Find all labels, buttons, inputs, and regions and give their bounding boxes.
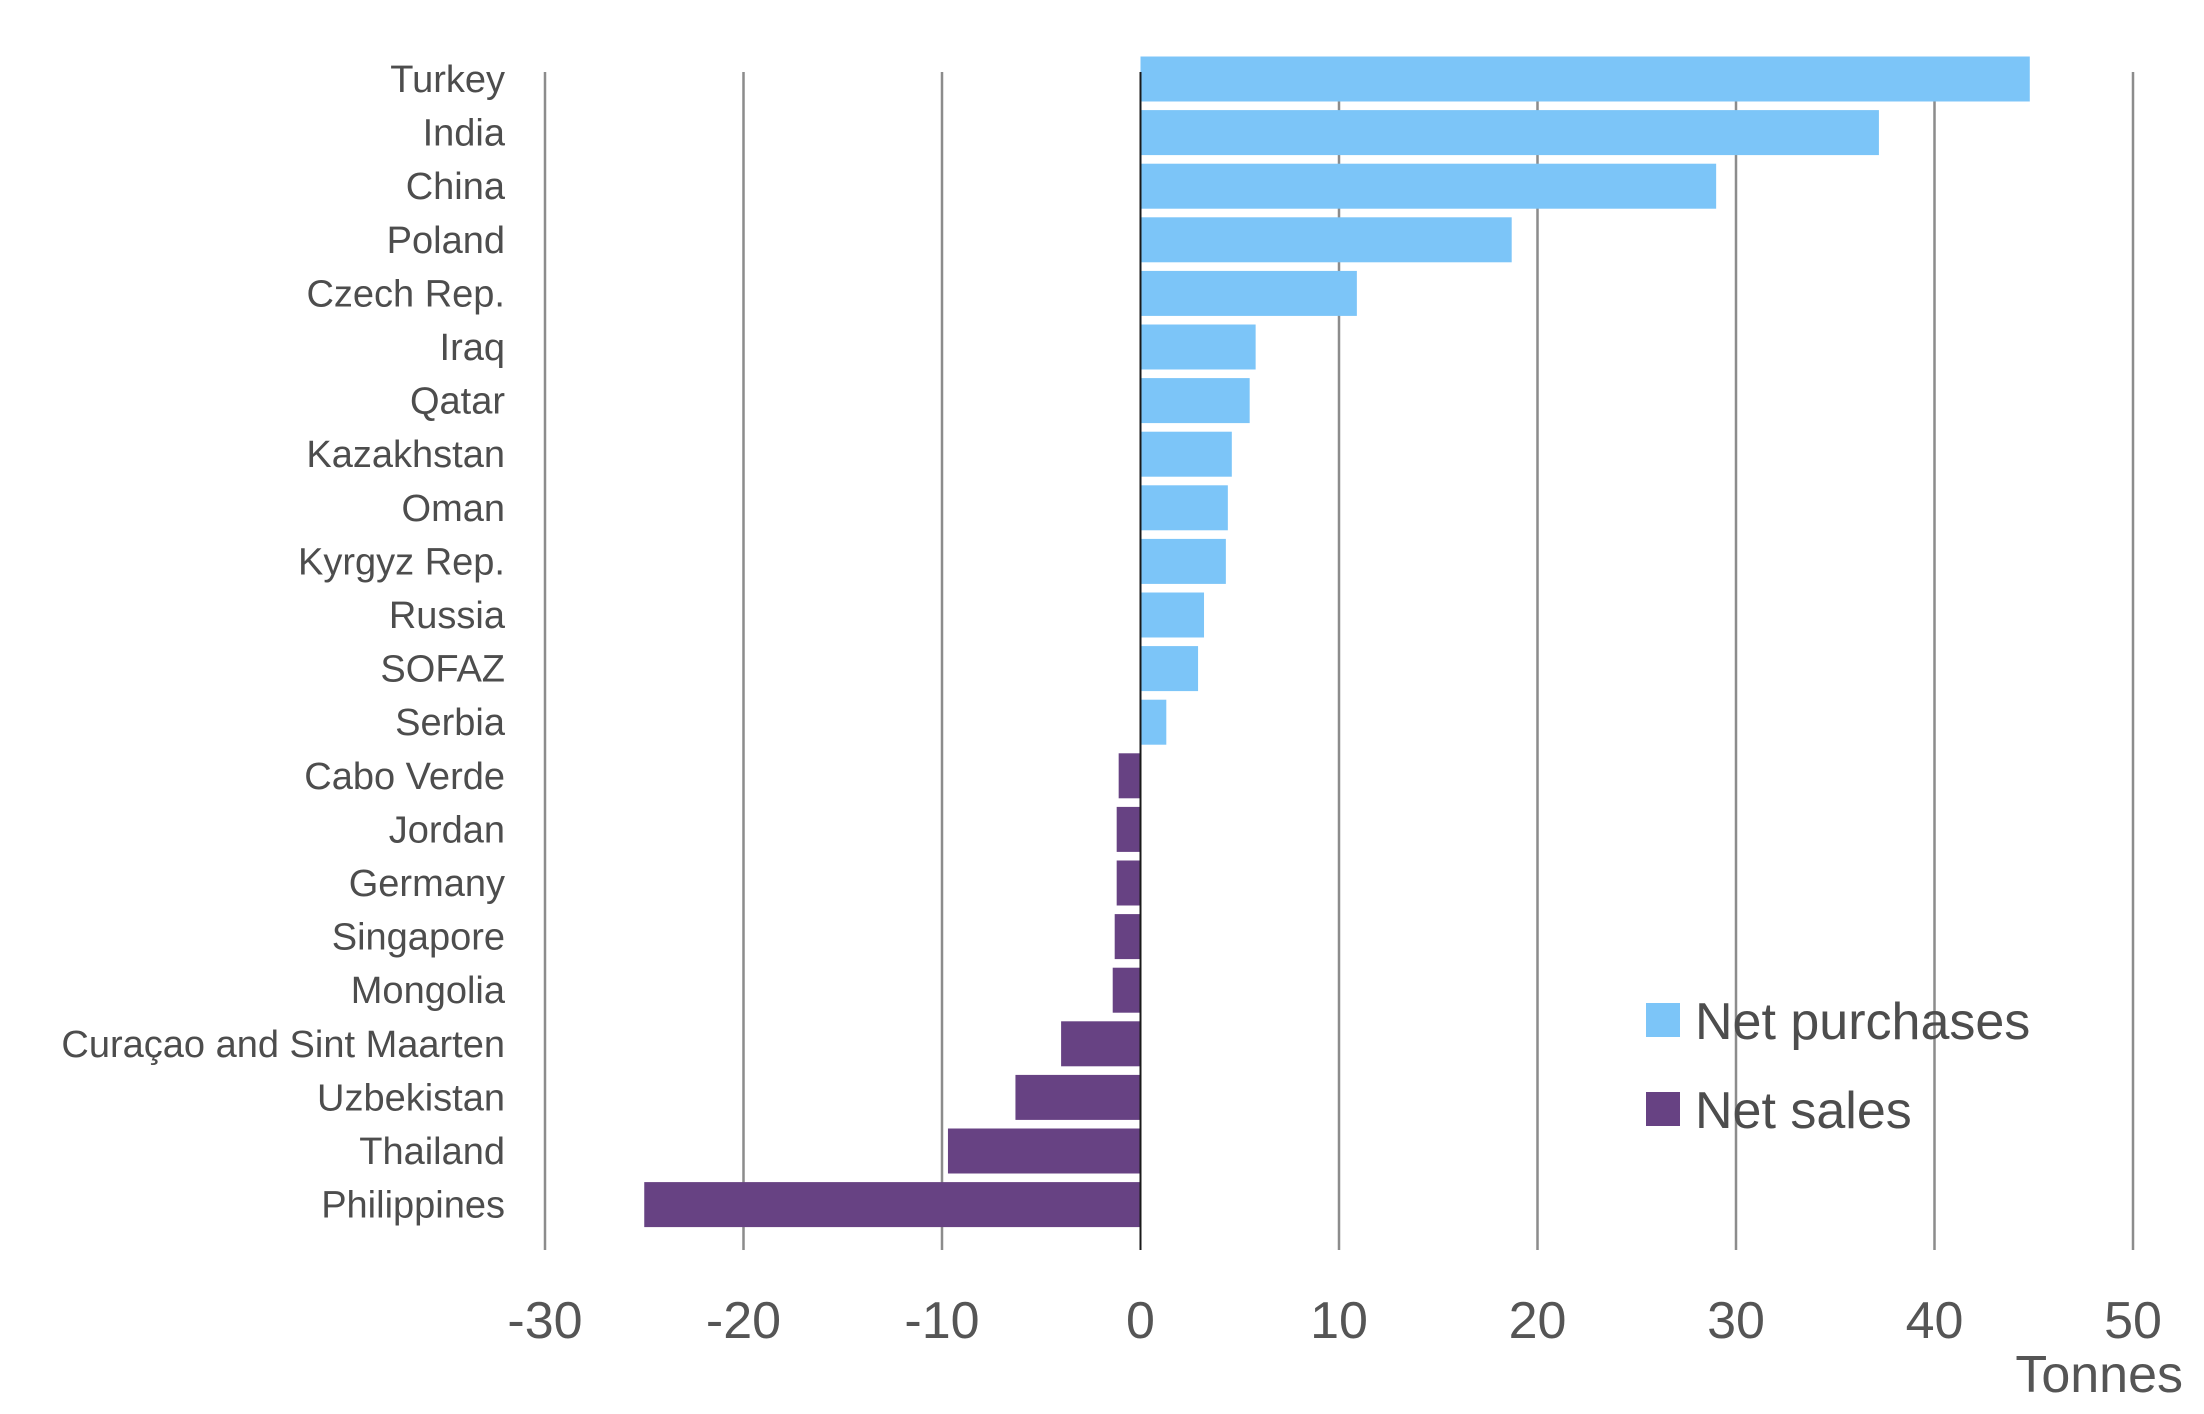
x-axis-unit-label: Tonnes: [2015, 1346, 2183, 1404]
category-labels: Turkey India China Poland Czech Rep. Iraq Qata…: [61, 59, 505, 1227]
x-tick-label: -30: [507, 1292, 582, 1350]
x-tick-labels: -30 -20 -10 0 10 20 30 40 50: [507, 1292, 2162, 1350]
legend-swatch-net-purchases: [1646, 1003, 1680, 1037]
category-label: Uzbekistan: [317, 1077, 505, 1119]
bar-mongolia: [1112, 967, 1141, 1013]
gridlines: [543, 72, 2135, 1250]
x-tick-label: 10: [1310, 1292, 1368, 1350]
legend: Net purchases Net sales: [1646, 993, 2030, 1140]
bar-oman: [1140, 485, 1228, 531]
x-tick-label: 0: [1126, 1292, 1155, 1350]
bar-russia: [1140, 592, 1205, 638]
category-label: Jordan: [389, 809, 505, 851]
category-label: Czech Rep.: [306, 273, 505, 315]
x-tick-label: 50: [2104, 1292, 2162, 1350]
bar-china: [1140, 163, 1717, 209]
category-label: Singapore: [332, 917, 505, 959]
bar-philippines: [644, 1182, 1141, 1228]
bar-kyrgyz-rep-: [1140, 538, 1226, 584]
category-label: Iraq: [440, 327, 505, 369]
bar-turkey: [1140, 56, 2030, 102]
bars: [644, 56, 2030, 1250]
bar-serbia: [1140, 699, 1167, 745]
bar-jordan: [1116, 806, 1141, 852]
category-label: Cabo Verde: [304, 756, 505, 798]
x-tick-label: 40: [1906, 1292, 1964, 1350]
category-label: Qatar: [410, 381, 505, 423]
bar-qatar: [1140, 378, 1250, 424]
bar-cura-ao-and-sint-maarten: [1061, 1021, 1141, 1067]
legend-swatch-net-sales: [1646, 1092, 1680, 1126]
category-label: Serbia: [395, 702, 506, 744]
bar-germany: [1116, 860, 1141, 906]
category-label: SOFAZ: [380, 649, 505, 691]
x-tick-label: 30: [1707, 1292, 1765, 1350]
x-tick-label: -10: [904, 1292, 979, 1350]
legend-label-net-sales: Net sales: [1695, 1082, 1912, 1140]
category-label: Kyrgyz Rep.: [298, 541, 505, 583]
x-tick-label: -20: [706, 1292, 781, 1350]
bar-iraq: [1140, 324, 1256, 370]
category-label: Mongolia: [351, 970, 506, 1012]
category-label: Turkey: [390, 59, 505, 101]
category-label: Philippines: [321, 1185, 505, 1227]
category-label: Russia: [389, 595, 506, 637]
bar-cabo-verde: [1118, 753, 1141, 799]
bar-czech-rep-: [1140, 270, 1357, 316]
bar-thailand: [947, 1128, 1141, 1174]
bar-singapore: [1114, 914, 1141, 960]
category-label: Germany: [349, 863, 505, 905]
category-label: Oman: [402, 488, 505, 530]
category-label: Kazakhstan: [306, 434, 505, 476]
legend-label-net-purchases: Net purchases: [1695, 993, 2030, 1051]
x-tick-label: 20: [1509, 1292, 1567, 1350]
bar-kazakhstan: [1140, 431, 1232, 477]
bar-uzbekistan: [1015, 1074, 1141, 1120]
category-label: China: [406, 166, 506, 208]
category-label: Curaçao and Sint Maarten: [61, 1024, 505, 1066]
bar-sofaz: [1140, 646, 1199, 692]
bar-poland: [1140, 217, 1512, 263]
category-label: Thailand: [359, 1131, 505, 1173]
bar-india: [1140, 110, 1879, 156]
category-label: India: [423, 113, 506, 155]
category-label: Poland: [387, 220, 505, 262]
